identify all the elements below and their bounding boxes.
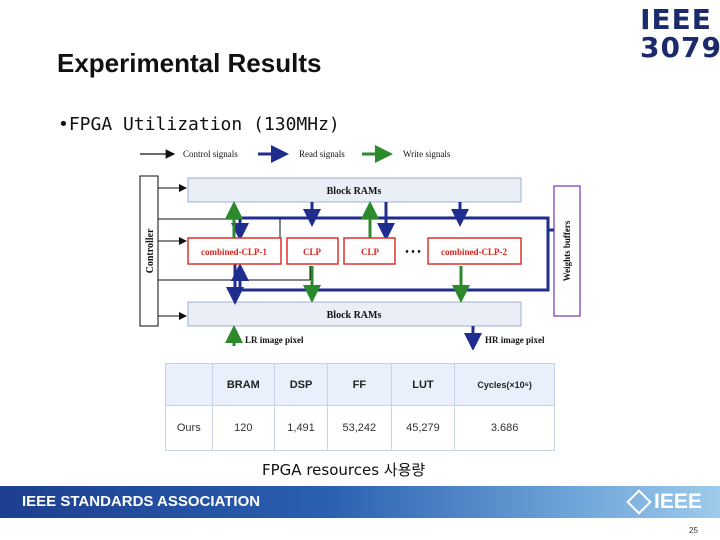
table-header-row: BRAM DSP FF LUT Cycles(×10⁶) [165,363,555,406]
slide-title: Experimental Results [57,48,322,78]
ieee-3079-logo: IEEE 3079 [640,3,720,64]
row-cell: 1,491 [274,405,329,451]
bullet-text: FPGA Utilization (130MHz) [68,114,340,135]
clp-label-first: combined-CLP-1 [201,247,267,257]
bullet-item: •FPGA Utilization (130MHz) [58,114,340,135]
clp-label-last: combined-CLP-2 [441,247,507,257]
legend-read-label: Read signals [299,149,345,159]
footer-logo-text: IEEE [654,490,702,513]
input-label: LR image pixel [245,335,304,345]
row-cell: 53,242 [327,405,392,451]
bottom-block-rams [187,301,522,327]
logo-line-1: IEEE [640,3,712,36]
output-label: HR image pixel [485,335,545,345]
top-block-rams [187,177,522,203]
clp-block-b [343,237,396,265]
clp-ellipsis: • • • [405,247,421,258]
read-signal-paths [226,202,554,350]
row-cell: 45,279 [390,405,456,451]
clp-block-a [286,237,339,265]
clp-block-first [187,237,282,265]
footer-bar [0,486,720,518]
clp-block-last [427,237,522,265]
write-signal-paths [225,201,470,346]
bottom-block-rams-label: Block RAMs [327,310,382,321]
legend-control-label: Control signals [183,149,238,159]
clp-label-a: CLP [303,247,322,257]
page-number: 25 [689,526,698,535]
bullet-dot: • [58,114,69,135]
header-cell: FF [327,363,392,406]
header-cell: Cycles(×10⁶) [454,363,555,406]
ieee-footer-logo: IEEE [626,489,702,516]
ieee-diamond-icon [626,489,652,516]
row-cell: Ours [165,405,213,451]
legend-write-label: Write signals [403,149,451,159]
weights-buffers [553,185,581,317]
legend: Control signals Read signals Write signa… [140,145,451,163]
row-cell: 3.686 [454,405,555,451]
header-cell [165,363,213,406]
logo-line-2: 3079 [640,31,720,64]
weights-buffers-label: Weights buffers [562,220,572,281]
fpga-resources-table: BRAM DSP FF LUT Cycles(×10⁶) Ours 120 1,… [165,363,555,451]
table-row: Ours 120 1,491 53,242 45,279 3.686 [165,405,555,451]
clp-label-b: CLP [361,247,380,257]
header-cell: BRAM [211,363,276,406]
table-caption: FPGA resources 사용량 [262,461,426,479]
architecture-diagram: Control signals Read signals Write signa… [139,145,581,350]
row-cell: 120 [211,405,276,451]
footer-text: IEEE STANDARDS ASSOCIATION [22,493,261,510]
header-cell: LUT [390,363,456,406]
controller-block [139,175,159,327]
controller-label: Controller [145,228,156,273]
top-block-rams-label: Block RAMs [327,186,382,197]
header-cell: DSP [274,363,329,406]
